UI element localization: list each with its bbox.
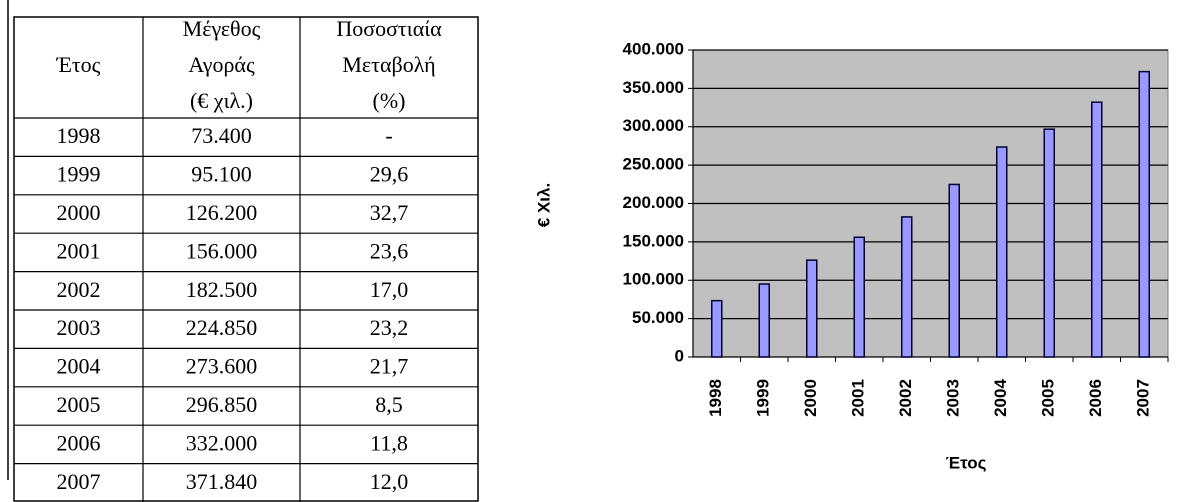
- y-tick-label: 250.000: [623, 155, 684, 174]
- y-tick-label: 0: [675, 346, 684, 365]
- x-tick-label: 2004: [991, 379, 1010, 417]
- y-tick-label: 350.000: [623, 78, 684, 97]
- y-tick-label: 300.000: [623, 116, 684, 135]
- cell-text: 273.600: [186, 354, 258, 379]
- bar: [758, 283, 770, 358]
- cell-text: 2004: [57, 354, 101, 379]
- header-text: (€ χιλ.): [190, 88, 253, 113]
- header-text: (%): [373, 88, 406, 113]
- cell-text: 73.400: [191, 123, 252, 148]
- cell-text: 156.000: [186, 238, 258, 263]
- cell-text: 11,8: [370, 430, 408, 455]
- cell-text: 126.200: [186, 200, 258, 225]
- bar: [1138, 70, 1150, 358]
- cell-text: 2001: [57, 238, 101, 263]
- header-text: Μέγεθος: [183, 16, 261, 41]
- cell-text: 21,7: [370, 354, 409, 379]
- x-tick-label: 2002: [896, 379, 915, 417]
- cell-text: 8,5: [375, 392, 403, 417]
- y-tick-label: 150.000: [623, 231, 684, 250]
- bar: [711, 299, 723, 358]
- x-tick-label: 2006: [1086, 379, 1105, 417]
- cell-text: 23,6: [370, 238, 409, 263]
- cell-text: 332.000: [186, 430, 258, 455]
- x-tick-label: 2005: [1039, 379, 1058, 417]
- cell-text: 29,6: [370, 162, 409, 187]
- cell-text: 2002: [57, 277, 101, 302]
- cell-text: 2000: [57, 200, 101, 225]
- x-tick-label: 1998: [706, 379, 725, 417]
- bar: [996, 146, 1008, 358]
- header-text: Ποσοστιαία: [336, 16, 442, 41]
- cell-text: 17,0: [370, 277, 409, 302]
- cell-text: 95.100: [191, 162, 252, 187]
- cell-text: 296.850: [186, 392, 258, 417]
- bar: [901, 216, 913, 358]
- cell-text: -: [385, 123, 392, 148]
- cell-text: 2006: [57, 430, 101, 455]
- cell-text: 2003: [57, 315, 101, 340]
- y-axis-title: € Χιλ.: [534, 183, 553, 227]
- y-tick-label: 100.000: [623, 270, 684, 289]
- table-border: [13, 16, 479, 502]
- cell-text: 23,2: [370, 315, 409, 340]
- bar: [1091, 101, 1103, 358]
- x-tick-label: 2001: [849, 379, 868, 417]
- x-axis-title: Έτος: [946, 453, 987, 472]
- cell-text: 371.840: [186, 469, 258, 494]
- y-tick-label: 200.000: [623, 193, 684, 212]
- bar: [853, 236, 865, 358]
- y-tick-label: 400.000: [623, 39, 684, 58]
- bar: [1043, 128, 1055, 358]
- cell-text: 182.500: [186, 277, 258, 302]
- x-tick-label: 2003: [944, 379, 963, 417]
- bar: [948, 183, 960, 358]
- cell-text: 12,0: [370, 469, 409, 494]
- bar: [806, 259, 818, 358]
- cell-text: 2005: [57, 392, 101, 417]
- cell-text: 1998: [57, 123, 101, 148]
- cell-text: 2007: [57, 469, 101, 494]
- cell-text: 1999: [57, 162, 101, 187]
- header-text: Μεταβολή: [342, 52, 435, 77]
- cell-text: 32,7: [370, 200, 409, 225]
- header-text: Έτος: [56, 52, 101, 77]
- x-tick-label: 2007: [1134, 379, 1153, 417]
- x-tick-label: 1999: [754, 379, 773, 417]
- y-tick-label: 50.000: [632, 308, 684, 327]
- cell-text: 224.850: [186, 315, 258, 340]
- x-tick-label: 2000: [801, 379, 820, 417]
- header-text: Αγοράς: [188, 52, 255, 77]
